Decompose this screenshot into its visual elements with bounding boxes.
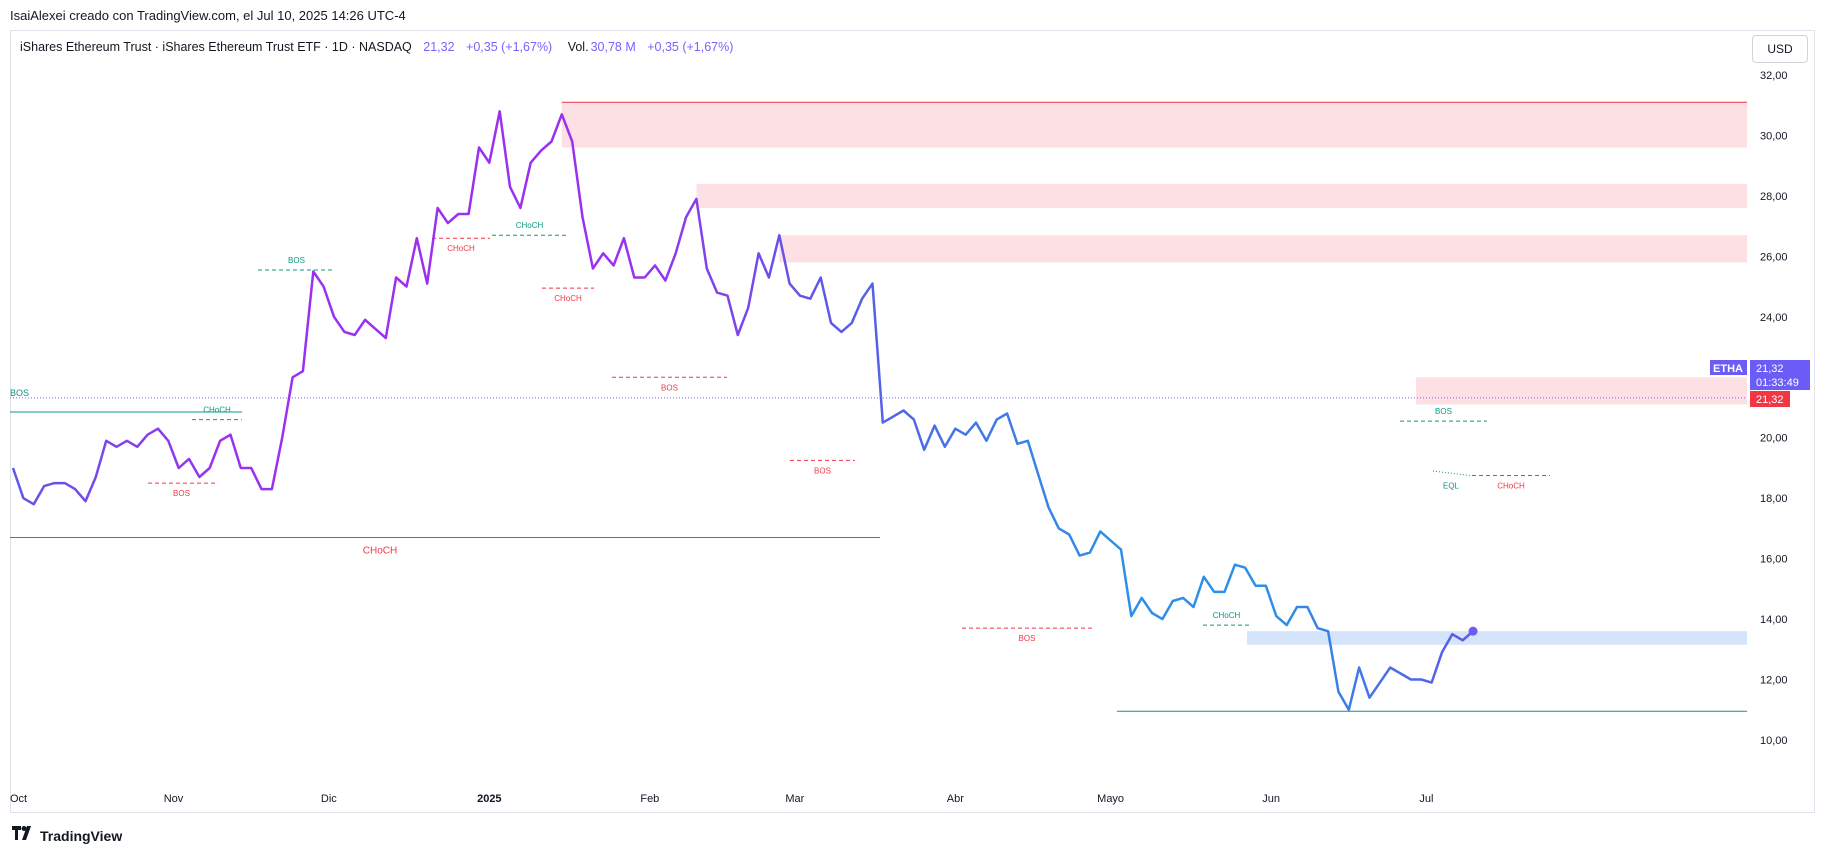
x-axis-tick-label: 2025 <box>477 793 501 805</box>
supply-zone <box>696 183 1747 208</box>
y-axis-tick-label: 14,00 <box>1760 614 1788 626</box>
ticker-tag <box>1710 360 1747 375</box>
y-axis-tick-label: 20,00 <box>1760 433 1788 445</box>
price-series-line <box>11 110 1474 712</box>
x-axis-tick-label: Feb <box>640 793 659 805</box>
close-price-tag-label: 21,32 <box>1756 394 1784 406</box>
bos-marker-label: BOS <box>173 489 190 498</box>
x-axis-tick-label: Jun <box>1262 793 1280 805</box>
x-axis-tick-label: Oct <box>10 793 27 805</box>
countdown-label: 01:33:49 <box>1756 377 1799 389</box>
tradingview-logo-icon <box>12 826 34 845</box>
x-axis-tick-label: Nov <box>164 793 184 805</box>
bos-marker-label: BOS <box>1435 407 1452 416</box>
price-change: +0,35 (+1,67%) <box>466 40 553 54</box>
last-price-tag <box>1750 360 1810 390</box>
tradingview-logo-text: TradingView <box>40 827 123 844</box>
y-axis-tick-label: 12,00 <box>1760 675 1788 687</box>
supply-zone <box>779 235 1747 263</box>
y-axis-tick-label: 16,00 <box>1760 554 1788 566</box>
x-axis-tick-label: Dic <box>321 793 337 805</box>
symbol-legend: iShares Ethereum Trust · iShares Ethereu… <box>20 40 735 54</box>
choch-marker-label: CHoCH <box>447 244 475 253</box>
bos-marker-label: BOS <box>288 256 305 265</box>
x-axis-tick-label: Mar <box>785 793 804 805</box>
eql-marker-line <box>1432 470 1471 477</box>
y-axis-tick-label: 10,00 <box>1760 735 1788 747</box>
choch-marker-label: CHoCH <box>554 294 582 303</box>
choch-marker-label: CHoCH <box>203 406 231 415</box>
last-price-tag-label: 21,32 <box>1756 363 1784 375</box>
chart-frame <box>10 30 1815 813</box>
chart-caption: IsaiAlexei creado con TradingView.com, e… <box>10 8 406 23</box>
y-axis-tick-label: 28,00 <box>1760 191 1788 203</box>
bos-marker-label: BOS <box>814 466 831 475</box>
x-axis-tick-label: Jul <box>1419 793 1433 805</box>
x-axis-tick-label: Abr <box>947 793 964 805</box>
volume-value: 30,78 M <box>590 40 636 54</box>
volume-label: Vol. <box>567 40 589 54</box>
choch-level-label: CHoCH <box>363 545 397 556</box>
y-axis-tick-label: 18,00 <box>1760 493 1788 505</box>
currency-button[interactable]: USD <box>1752 35 1808 63</box>
volume-change: +0,35 (+1,67%) <box>647 40 734 54</box>
bos-edge-label: BOS <box>10 388 29 398</box>
y-axis-tick-label: 24,00 <box>1760 312 1788 324</box>
supply-zone <box>561 102 1748 148</box>
ticker-tag-label: ETHA <box>1713 363 1743 375</box>
demand-zone <box>1247 631 1747 645</box>
choch-marker-label: CHoCH <box>516 221 544 230</box>
bos-marker-label: BOS <box>661 383 678 392</box>
close-price-tag <box>1750 391 1790 407</box>
choch-marker-label: CHoCH <box>1497 482 1525 491</box>
eql-marker-label: EQL <box>1443 482 1460 491</box>
symbol-title[interactable]: iShares Ethereum Trust · iShares Ethereu… <box>20 40 412 54</box>
tradingview-footer[interactable]: TradingView <box>12 826 122 845</box>
last-price-dot <box>1468 626 1478 636</box>
bos-marker-label: BOS <box>1019 634 1036 643</box>
y-axis-tick-label: 30,00 <box>1760 130 1788 142</box>
supply-zone <box>1416 377 1747 405</box>
choch-marker-label: CHoCH <box>1213 611 1241 620</box>
y-axis-tick-label: 32,00 <box>1760 70 1788 82</box>
y-axis-tick-label: 26,00 <box>1760 251 1788 263</box>
last-price: 21,32 <box>423 40 455 54</box>
x-axis-tick-label: Mayo <box>1097 793 1124 805</box>
